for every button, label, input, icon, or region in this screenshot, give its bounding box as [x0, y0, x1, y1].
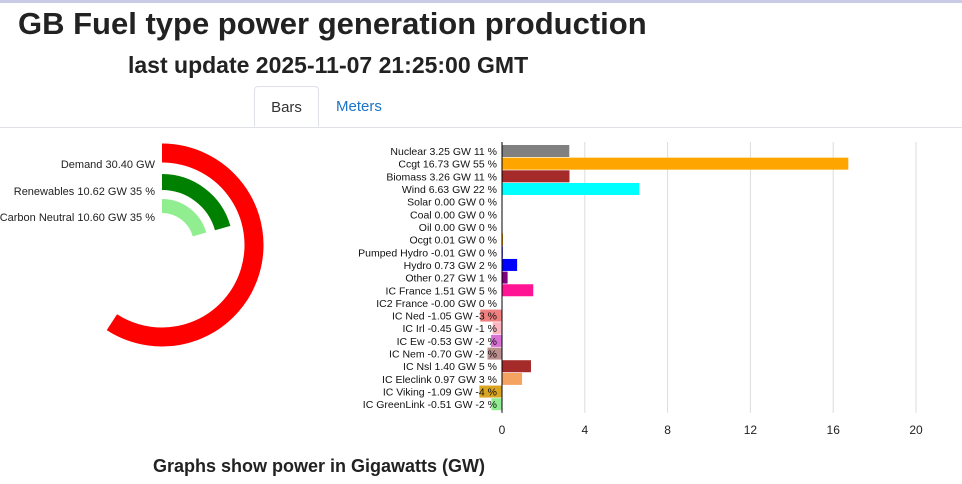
bar-label-0: Nuclear 3.25 GW 11 %	[390, 146, 497, 158]
x-tick-label-2: 8	[664, 423, 671, 437]
tab-bar: Bars Meters	[0, 86, 962, 128]
page-title: GB Fuel type power generation production	[18, 6, 647, 41]
bar-label-1: Ccgt 16.73 GW 55 %	[398, 159, 497, 171]
bar-label-14: IC Irl -0.45 GW -1 %	[402, 323, 497, 335]
bar-chart: Nuclear 3.25 GW 11 %Ccgt 16.73 GW 55 %Bi…	[358, 142, 923, 437]
radial-label-1: Renewables 10.62 GW 35 %	[14, 186, 155, 198]
radial-label-0: Demand 30.40 GW	[61, 159, 156, 171]
bar-20	[491, 398, 502, 411]
bar-3	[502, 182, 640, 195]
last-update: last update 2025-11-07 21:25:00 GMT	[128, 52, 529, 78]
x-tick-label-5: 20	[909, 423, 923, 437]
radial-arc-1	[161, 174, 231, 231]
bar-label-4: Solar 0.00 GW 0 %	[407, 197, 497, 209]
bar-label-9: Hydro 0.73 GW 2 %	[404, 260, 497, 272]
bar-label-8: Pumped Hydro -0.01 GW 0 %	[358, 247, 497, 259]
bar-16	[487, 347, 502, 360]
radial-chart: Demand 30.40 GW Renewables 10.62 GW 35 % C…	[0, 143, 264, 347]
bar-18	[502, 372, 523, 385]
bar-label-10: Other 0.27 GW 1 %	[405, 273, 497, 285]
bar-label-3: Wind 6.63 GW 22 %	[402, 184, 497, 196]
bar-label-16: IC Nem -0.70 GW -2 %	[389, 349, 497, 361]
bar-10	[502, 271, 508, 284]
bar-label-11: IC France 1.51 GW 5 %	[386, 285, 497, 297]
bar-label-19: IC Viking -1.09 GW -4 %	[383, 387, 497, 399]
footer-note: Graphs show power in Gigawatts (GW)	[153, 456, 486, 476]
bar-label-5: Coal 0.00 GW 0 %	[410, 209, 497, 221]
x-tick-label-4: 16	[827, 423, 841, 437]
bar-9	[502, 258, 518, 271]
top-border	[0, 0, 962, 3]
bar-label-15: IC Ew -0.53 GW -2 %	[397, 336, 497, 348]
bar-label-13: IC Ned -1.05 GW -3 %	[392, 311, 497, 323]
bar-1	[502, 157, 849, 170]
bar-19	[479, 385, 502, 398]
radial-arc-0	[106, 143, 264, 347]
bar-label-7: Ocgt 0.01 GW 0 %	[409, 235, 497, 247]
bar-14	[492, 322, 502, 335]
tab-bars[interactable]: Bars	[254, 86, 319, 127]
bar-2	[502, 170, 570, 183]
tab-meters[interactable]: Meters	[336, 98, 382, 115]
x-tick-label-3: 12	[744, 423, 758, 437]
bar-label-20: IC GreenLink -0.51 GW -2 %	[363, 399, 497, 411]
bar-0	[502, 145, 570, 157]
bar-label-17: IC Nsl 1.40 GW 5 %	[403, 361, 497, 373]
x-tick-label-1: 4	[581, 423, 588, 437]
footer-link[interactable]	[140, 478, 520, 484]
bar-17	[502, 360, 531, 373]
bar-label-2: Biomass 3.26 GW 11 %	[386, 171, 497, 183]
bar-15	[491, 334, 502, 347]
x-tick-label-0: 0	[499, 423, 506, 437]
radial-label-2: Carbon Neutral 10.60 GW 35 %	[0, 212, 155, 224]
bar-label-6: Oil 0.00 GW 0 %	[419, 222, 497, 234]
bar-label-12: IC2 France -0.00 GW 0 %	[376, 298, 497, 310]
bar-13	[480, 309, 502, 322]
radial-arc-2	[161, 199, 207, 237]
bar-label-18: IC Eleclink 0.97 GW 3 %	[382, 374, 497, 386]
bar-11	[502, 284, 534, 297]
